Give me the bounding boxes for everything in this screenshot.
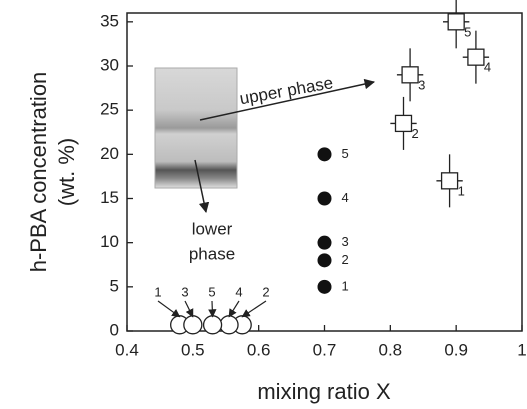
y-tick-label: 10 [100,232,119,251]
point-label: 3 [342,234,349,249]
point [467,48,485,66]
y-tick-label: 15 [100,188,119,207]
y-tick-label: 0 [110,320,119,339]
annotation: phase [189,244,235,263]
point [317,253,332,268]
arrow [194,159,210,214]
annotation: upper phase [238,73,334,108]
point-label: 1 [342,278,349,293]
point [183,315,203,335]
point-label: 5 [342,146,349,161]
point-label: 4 [484,60,491,75]
y-tick-label: 30 [100,55,119,74]
point [447,13,465,31]
x-tick-label: 0.9 [444,340,468,359]
y-axis-label: (wt. %) [54,138,79,206]
y-tick-label: 35 [100,11,119,30]
point [219,315,239,335]
point-label: 1 [154,284,161,299]
point [317,279,332,294]
point-label: 5 [208,284,215,299]
y-tick-label: 25 [100,100,119,119]
label-arrow [184,300,194,318]
x-tick-label: 1 [517,340,526,359]
arrow [199,78,376,121]
point [202,315,223,335]
x-tick-label: 0.4 [115,340,139,359]
y-tick-label: 20 [100,144,119,163]
point-label: 3 [181,284,188,299]
point [317,235,332,250]
point-label: 1 [458,183,465,198]
point [440,172,459,190]
x-axis-label: mixing ratio X [257,379,391,404]
point-label: 3 [418,77,425,92]
point-label: 2 [342,252,349,267]
x-tick-label: 0.6 [247,340,271,359]
annotation: lower [192,219,233,238]
point-label: 2 [262,284,269,299]
label-arrow [157,300,181,318]
label-arrow [241,300,267,318]
point [317,191,332,206]
point-label: 5 [464,24,471,39]
label-arrow [208,300,217,318]
x-tick-label: 0.7 [313,340,337,359]
y-tick-label: 5 [110,276,119,295]
x-tick-label: 0.5 [181,340,205,359]
label-arrow [228,300,240,318]
inset-photo [154,67,238,189]
point-label: 4 [235,284,242,299]
point-label: 4 [342,190,349,205]
x-tick-label: 0.8 [379,340,403,359]
point [394,114,413,133]
point [317,147,332,162]
point-label: 2 [412,126,419,141]
point [401,66,419,84]
y-axis-label: h-PBA concentration [26,72,51,273]
